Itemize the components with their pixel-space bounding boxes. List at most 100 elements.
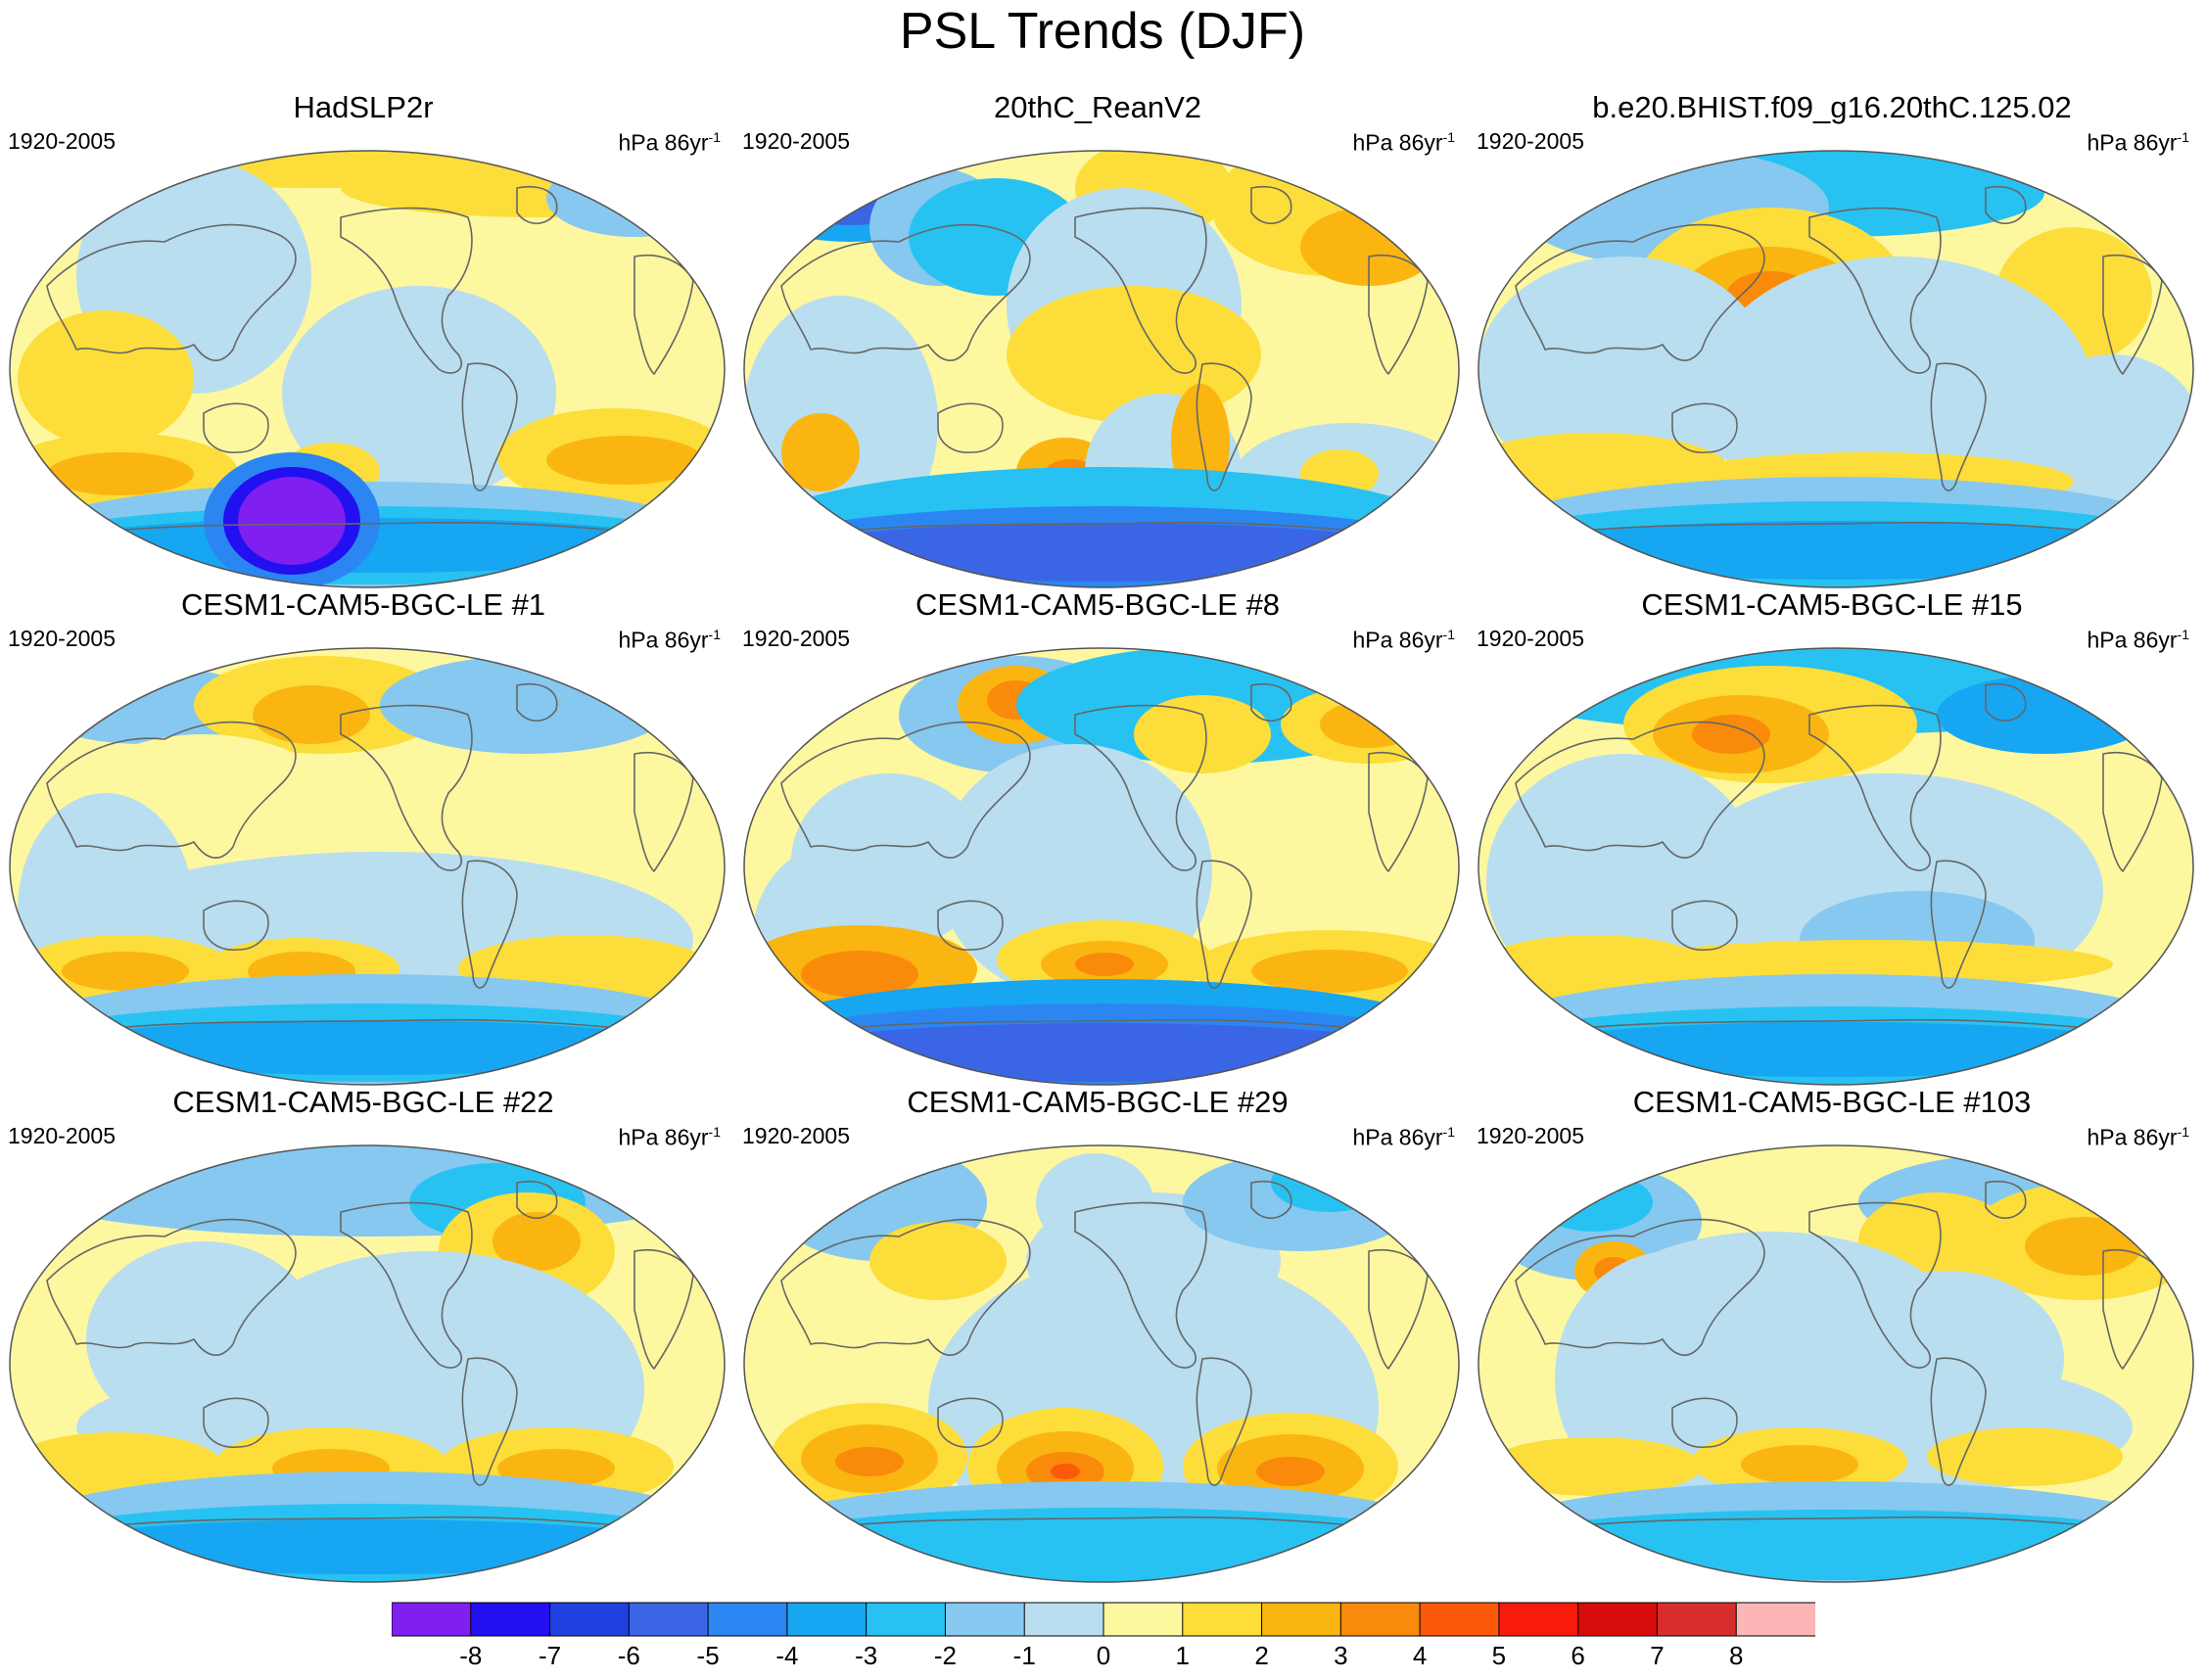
coastline xyxy=(1534,521,2153,539)
colorbar-swatch xyxy=(1577,1602,1659,1637)
coastline xyxy=(937,402,1004,453)
coastline xyxy=(461,362,518,491)
panel-period: 1920-2005 xyxy=(1477,128,1584,154)
colorbar-tick-label: 2 xyxy=(1254,1641,1269,1670)
map-panel-le-103: CESM1-CAM5-BGC-LE #103 1920-2005 hPa 86y… xyxy=(1469,1085,2195,1584)
contour-region xyxy=(18,310,194,447)
coastline xyxy=(1515,721,1765,859)
panel-title: CESM1-CAM5-BGC-LE #8 xyxy=(915,587,1281,622)
coastline xyxy=(46,223,297,361)
colorbar-swatch xyxy=(1102,1602,1184,1637)
contour-region xyxy=(778,1023,1425,1082)
coastline xyxy=(1808,704,1942,871)
coastline xyxy=(66,521,684,539)
contour-region xyxy=(1075,953,1134,976)
coastline xyxy=(1671,900,1738,951)
coastline xyxy=(937,1397,1004,1448)
panel-title: CESM1-CAM5-BGC-LE #15 xyxy=(1641,587,2023,622)
coastline xyxy=(340,1201,473,1369)
colorbar-tick-label: 4 xyxy=(1412,1641,1428,1670)
colorbar-tick-label: -4 xyxy=(775,1641,799,1670)
panel-title: CESM1-CAM5-BGC-LE #103 xyxy=(1632,1085,2032,1119)
map-panel-le-22: CESM1-CAM5-BGC-LE #22 1920-2005 hPa 86yr… xyxy=(0,1085,727,1584)
colorbar-tick-label: -5 xyxy=(696,1641,720,1670)
colorbar-swatch xyxy=(470,1602,551,1637)
colorbar-tick-label: 5 xyxy=(1491,1641,1507,1670)
panel-title: CESM1-CAM5-BGC-LE #1 xyxy=(180,587,546,622)
panel-period: 1920-2005 xyxy=(1477,1123,1584,1148)
colorbar-swatch xyxy=(1182,1602,1263,1637)
map-panel-le-29: CESM1-CAM5-BGC-LE #29 1920-2005 hPa 86yr… xyxy=(734,1085,1461,1584)
trend-map xyxy=(743,647,1460,1086)
panel-units: hPa 86yr-1 xyxy=(2087,129,2189,156)
contour-region xyxy=(1937,676,2152,754)
coastline xyxy=(1074,207,1207,374)
coastline xyxy=(1671,402,1738,453)
trend-map xyxy=(1478,647,2194,1086)
contour-region xyxy=(801,951,918,998)
trend-map xyxy=(9,1144,726,1583)
coastline xyxy=(203,402,269,453)
panel-period: 1920-2005 xyxy=(8,128,116,154)
coastline xyxy=(203,900,269,951)
colorbar-swatch xyxy=(786,1602,868,1637)
contour-region xyxy=(253,685,370,744)
panel-title: b.e20.BHIST.f09_g16.20thC.125.02 xyxy=(1592,90,2072,124)
coastline xyxy=(1368,255,1429,375)
coastline xyxy=(1196,1357,1252,1486)
coastline xyxy=(1930,362,1987,491)
colorbar-swatch xyxy=(944,1602,1026,1637)
map-panel-hadslp2r: HadSLP2r 1920-2005 hPa 86yr-1 xyxy=(0,90,727,589)
colorbar-tick-label: -3 xyxy=(855,1641,878,1670)
coastline xyxy=(780,223,1031,361)
map-border xyxy=(743,150,1460,588)
contour-region xyxy=(835,1447,904,1476)
coastline xyxy=(1250,1181,1292,1220)
coastline xyxy=(1368,1249,1429,1370)
coastline xyxy=(1808,1201,1942,1369)
coastline xyxy=(1930,1357,1987,1486)
colorbar-swatch xyxy=(1261,1602,1342,1637)
panel-period: 1920-2005 xyxy=(8,626,116,651)
colorbar-labels: -8 -7 -6 -5 -4 -3 -2 -1 0 1 2 3 4 5 6 7 8 xyxy=(392,1641,1815,1680)
colorbar-tick-label: 0 xyxy=(1096,1641,1111,1670)
colorbar-swatch xyxy=(1498,1602,1579,1637)
panel-units: hPa 86yr-1 xyxy=(1352,129,1455,156)
coastline xyxy=(937,900,1004,951)
coastline xyxy=(66,1018,684,1037)
coastline xyxy=(461,1357,518,1486)
coastline xyxy=(800,1018,1419,1037)
contour-region xyxy=(1478,257,1770,491)
coastline xyxy=(2102,752,2163,872)
contour-region xyxy=(47,452,194,495)
coastline xyxy=(1250,186,1292,225)
contour-region xyxy=(546,436,703,485)
contour-region xyxy=(778,523,1425,582)
colorbar-swatch xyxy=(1735,1602,1815,1637)
map-panel-le-8: CESM1-CAM5-BGC-LE #8 1920-2005 hPa 86yr-… xyxy=(734,587,1461,1087)
contour-region xyxy=(10,151,654,188)
trend-map xyxy=(1478,150,2194,588)
contour-region xyxy=(2025,1217,2142,1276)
contour-region xyxy=(44,1020,690,1075)
coastline xyxy=(46,1218,297,1356)
map-panel-le-15: CESM1-CAM5-BGC-LE #15 1920-2005 hPa 86yr… xyxy=(1469,587,2195,1087)
colorbar-swatch xyxy=(1656,1602,1738,1637)
map-border xyxy=(9,647,726,1086)
trend-map xyxy=(743,1144,1460,1583)
coastline xyxy=(2102,1249,2163,1370)
coastline xyxy=(1074,1201,1207,1369)
colorbar-swatch xyxy=(1339,1602,1422,1637)
colorbar-tick-label: 6 xyxy=(1571,1641,1585,1670)
coastline xyxy=(1534,1018,2153,1037)
map-border xyxy=(1478,647,2194,1086)
coastline xyxy=(780,721,1031,859)
map-border xyxy=(9,1144,726,1583)
coastline xyxy=(516,186,558,225)
colorbar-tick-label: -2 xyxy=(933,1641,957,1670)
contour-region xyxy=(1513,1022,2159,1077)
coastline xyxy=(461,860,518,989)
colorbar-tick-label: -7 xyxy=(538,1641,562,1670)
panel-units: hPa 86yr-1 xyxy=(618,1124,721,1150)
trend-map xyxy=(1478,1144,2194,1583)
